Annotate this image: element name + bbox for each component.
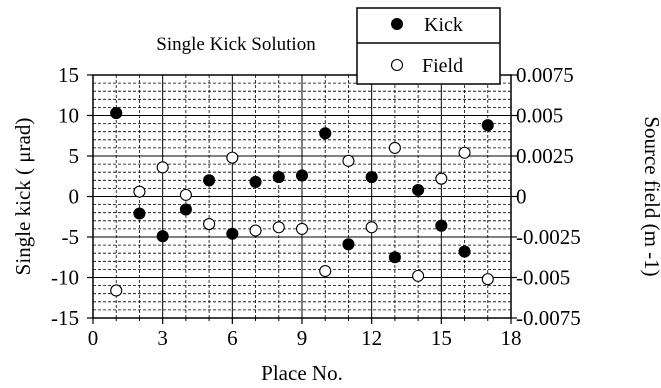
legend-field-marker: [390, 58, 404, 72]
y2-tick-label: -0.0075: [516, 306, 581, 330]
x-tick-label: 6: [227, 326, 238, 350]
y-tick-label: 15: [58, 63, 79, 87]
field-point: [272, 221, 285, 234]
x-axis-label: Place No.: [261, 361, 343, 385]
kick-point: [319, 127, 332, 140]
field-point: [226, 151, 239, 164]
y2-tick-label: -0.0025: [516, 225, 581, 249]
legend: Kick Field: [356, 7, 501, 85]
grid-lines: [93, 75, 511, 318]
field-point: [156, 161, 169, 174]
kick-point: [481, 119, 494, 132]
kick-point: [133, 207, 146, 220]
y2-tick-label: -0.005: [516, 266, 570, 290]
x-tick-label: 12: [361, 326, 382, 350]
kick-point: [412, 183, 425, 197]
y2-tick-label: 0.0075: [516, 63, 574, 87]
field-point: [412, 269, 425, 282]
legend-field-label: Field: [422, 55, 463, 77]
y2-axis-label: Source field (m -1): [640, 116, 661, 276]
kick-point: [110, 107, 123, 120]
kick-point: [179, 203, 192, 216]
x-tick-label: 15: [431, 326, 452, 350]
field-point: [110, 284, 123, 297]
x-tick-label: 0: [88, 326, 99, 350]
field-point: [458, 146, 471, 159]
y-tick-label: -5: [62, 225, 80, 249]
field-point: [203, 217, 216, 231]
kick-point: [249, 175, 262, 188]
chart-title: Single Kick Solution: [156, 34, 316, 55]
kick-point: [295, 169, 309, 182]
field-point: [388, 141, 401, 154]
legend-kick-marker: [391, 18, 403, 30]
y-tick-label: 10: [58, 104, 79, 128]
kick-point: [388, 251, 401, 264]
field-point: [319, 264, 332, 278]
kick-point: [435, 219, 448, 232]
kick-point: [458, 245, 471, 258]
field-point: [435, 172, 448, 185]
legend-box: [356, 7, 501, 85]
y2-tick-label: 0.0025: [516, 144, 574, 168]
kick-point: [365, 171, 378, 184]
y2-tick-label: 0.005: [516, 104, 563, 128]
legend-kick-label: Kick: [424, 14, 463, 36]
field-point: [481, 273, 494, 286]
y-axis-ticks: -15 -10 -5 0 5 10 15: [51, 63, 93, 330]
x-tick-label: 9: [297, 326, 308, 350]
data-points: [110, 107, 494, 297]
field-point: [179, 188, 192, 201]
kick-point: [342, 238, 355, 251]
kick-point: [226, 227, 239, 240]
y-axis-label: Single kick ( μrad): [11, 118, 35, 276]
kick-point: [203, 174, 216, 187]
field-point: [133, 185, 146, 198]
kick-point: [156, 230, 169, 243]
x-tick-label: 18: [501, 326, 522, 350]
field-point: [342, 154, 355, 167]
y2-axis-ticks: -0.0075 -0.005 -0.0025 0 0.0025 0.005 0.0075: [511, 63, 581, 330]
x-tick-label: 3: [157, 326, 168, 350]
y-tick-label: 5: [69, 144, 80, 168]
y2-tick-label: 0: [516, 185, 527, 209]
y-tick-label: -10: [51, 266, 79, 290]
y-tick-label: 0: [69, 185, 80, 209]
kick-point: [272, 171, 285, 184]
field-point: [295, 222, 309, 235]
x-axis-ticks: 0 3 6 9 12 15 18: [88, 318, 522, 350]
y-tick-label: -15: [51, 306, 79, 330]
field-point: [365, 221, 378, 234]
field-point: [249, 224, 262, 237]
